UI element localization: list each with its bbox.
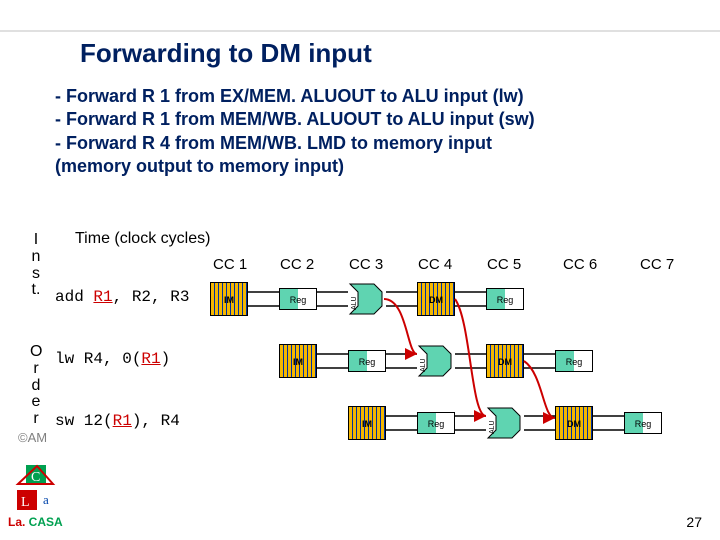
order-vertical-label: Order bbox=[30, 344, 42, 428]
stage-dm: DM bbox=[417, 282, 455, 316]
page-number: 27 bbox=[686, 514, 702, 530]
stage-reg: Reg bbox=[624, 406, 662, 440]
cc-header: CC 2 bbox=[280, 256, 314, 273]
stage-dm: DM bbox=[555, 406, 593, 440]
stage-im: IM bbox=[279, 344, 317, 378]
bullet-line: (memory output to memory input) bbox=[55, 155, 535, 178]
inst-vertical-label: Inst. bbox=[30, 232, 42, 299]
stage-alu: ALU bbox=[486, 406, 522, 440]
stage-reg: Reg bbox=[348, 344, 386, 378]
stage-reg: Reg bbox=[486, 282, 524, 316]
slide-title: Forwarding to DM input bbox=[80, 38, 372, 69]
lacasa-logo: L C a bbox=[15, 460, 59, 517]
instr-text: lw R4, 0(R1) bbox=[55, 350, 170, 368]
time-clock-label: Time (clock cycles) bbox=[75, 230, 210, 248]
cc-header: CC 1 bbox=[213, 256, 247, 273]
cc-header: CC 4 bbox=[418, 256, 452, 273]
instr-text: add R1, R2, R3 bbox=[55, 288, 189, 306]
bullet-line: - Forward R 1 from MEM/WB. ALUOUT to ALU… bbox=[55, 108, 535, 131]
cc-header: CC 7 bbox=[640, 256, 674, 273]
svg-text:ALU: ALU bbox=[489, 420, 496, 434]
bullet-list: - Forward R 1 from EX/MEM. ALUOUT to ALU… bbox=[55, 85, 535, 179]
stage-im: IM bbox=[348, 406, 386, 440]
stage-reg: Reg bbox=[279, 282, 317, 316]
svg-text:a: a bbox=[43, 492, 49, 507]
copyright-am: ©AM bbox=[18, 430, 47, 445]
stage-alu: ALU bbox=[348, 282, 384, 316]
stage-alu: ALU bbox=[417, 344, 453, 378]
svg-text:C: C bbox=[31, 470, 40, 485]
title-divider bbox=[0, 30, 720, 32]
instr-text: sw 12(R1), R4 bbox=[55, 412, 180, 430]
svg-text:ALU: ALU bbox=[420, 358, 427, 372]
stage-reg: Reg bbox=[555, 344, 593, 378]
bullet-line: - Forward R 1 from EX/MEM. ALUOUT to ALU… bbox=[55, 85, 535, 108]
lacasa-text: La. CASA bbox=[8, 515, 63, 529]
stage-im: IM bbox=[210, 282, 248, 316]
bullet-line: - Forward R 4 from MEM/WB. LMD to memory… bbox=[55, 132, 535, 155]
stage-dm: DM bbox=[486, 344, 524, 378]
svg-text:L: L bbox=[21, 495, 30, 510]
stage-reg: Reg bbox=[417, 406, 455, 440]
cc-header: CC 6 bbox=[563, 256, 597, 273]
cc-header: CC 3 bbox=[349, 256, 383, 273]
svg-text:ALU: ALU bbox=[351, 296, 358, 310]
cc-header: CC 5 bbox=[487, 256, 521, 273]
